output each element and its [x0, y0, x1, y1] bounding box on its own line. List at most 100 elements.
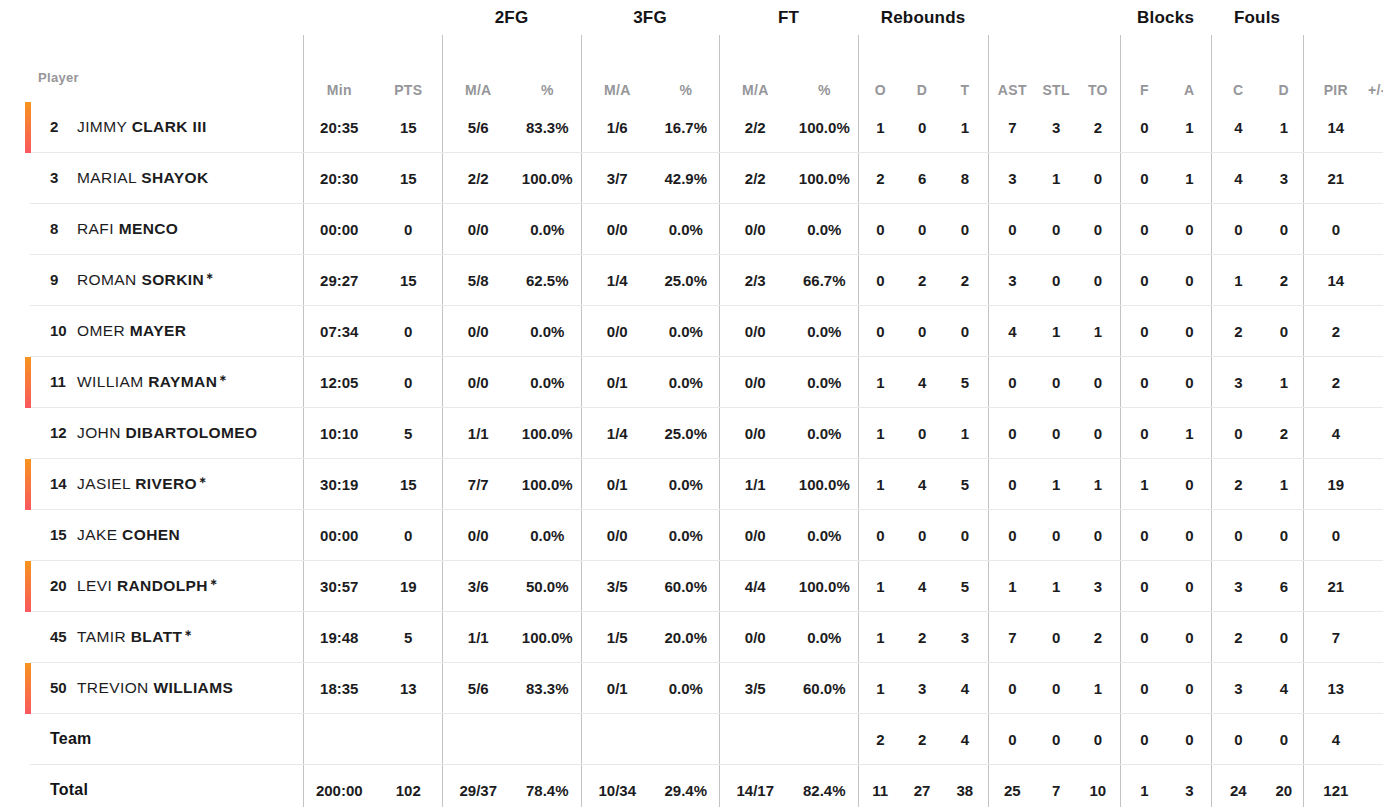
stat-foul-d: 0: [1265, 204, 1303, 255]
stat-fg2-pct: 62.5%: [514, 255, 581, 306]
stat-stl: 3: [1036, 102, 1076, 153]
stat-foul-c: 0: [1211, 204, 1265, 255]
stat-fg3-pct: 16.7%: [653, 102, 719, 153]
stat-min: 20:35: [303, 102, 375, 153]
stat-blk-a: 1: [1168, 102, 1211, 153]
stat-blk-f: 0: [1120, 612, 1168, 663]
player-number: 10: [50, 322, 77, 339]
stat-reb-d: 0: [902, 408, 942, 459]
stat-pts: 13: [375, 663, 442, 714]
stat-min: 10:10: [303, 408, 375, 459]
stat-stl: 0: [1036, 510, 1076, 561]
stat-stl: 0: [1036, 663, 1076, 714]
col-header-reb-o: O: [858, 35, 902, 102]
stat-to: 0: [1076, 255, 1120, 306]
stat-fg2-pct: 83.3%: [514, 102, 581, 153]
player-row[interactable]: 14JASIEL RIVERO∗30:19157/7100.0%0/10.0%1…: [0, 459, 1383, 510]
stat-fg2-ma: 3/6: [442, 561, 514, 612]
stat-fg2-ma: 2/2: [442, 153, 514, 204]
stat-to: 0: [1076, 153, 1120, 204]
stat-fg3-pct: 20.0%: [653, 612, 719, 663]
stat-reb-t: 1: [942, 102, 988, 153]
stat-foul-c: 0: [1211, 714, 1265, 765]
player-number: 2: [50, 118, 77, 135]
stat-fg3-pct: 42.9%: [653, 153, 719, 204]
player-cell: 2JIMMY CLARK III: [0, 102, 303, 153]
stat-foul-c: 0: [1211, 408, 1265, 459]
stat-ast: 0: [988, 459, 1036, 510]
player-row[interactable]: 45TAMIR BLATT∗19:4851/1100.0%1/520.0%0/0…: [0, 612, 1383, 663]
stat-min: [303, 714, 375, 765]
stat-pm: [1368, 102, 1383, 153]
stat-reb-o: 0: [858, 510, 902, 561]
player-row[interactable]: 8RAFI MENCO00:0000/00.0%0/00.0%0/00.0%00…: [0, 204, 1383, 255]
stat-foul-d: 1: [1265, 102, 1303, 153]
player-cell: Team: [0, 714, 303, 765]
stat-pts: 5: [375, 408, 442, 459]
player-last-name: RIVERO: [135, 475, 197, 492]
player-number: 3: [50, 169, 77, 186]
stat-to: 0: [1076, 510, 1120, 561]
stat-pm: [1368, 357, 1383, 408]
player-row[interactable]: 10OMER MAYER07:3400/00.0%0/00.0%0/00.0%0…: [0, 306, 1383, 357]
stat-fg3-ma: 1/4: [581, 408, 653, 459]
stat-reb-t: 0: [942, 510, 988, 561]
stat-fg3-pct: 25.0%: [653, 408, 719, 459]
stat-to: 2: [1076, 102, 1120, 153]
stat-reb-o: 0: [858, 306, 902, 357]
stat-to: 0: [1076, 714, 1120, 765]
stat-fg3-ma: 0/0: [581, 306, 653, 357]
player-row[interactable]: 11WILLIAM RAYMAN∗12:0500/00.0%0/10.0%0/0…: [0, 357, 1383, 408]
stat-ast: 0: [988, 357, 1036, 408]
player-row[interactable]: 3MARIAL SHAYOK20:30152/2100.0%3/742.9%2/…: [0, 153, 1383, 204]
stat-reb-t: 0: [942, 306, 988, 357]
stat-ast: 25: [988, 765, 1036, 807]
stat-fg2-ma: 7/7: [442, 459, 514, 510]
starter-indicator-bar: [25, 561, 31, 612]
player-last-name: CLARK III: [132, 118, 207, 135]
stat-reb-d: 4: [902, 357, 942, 408]
stat-ft-pct: [791, 714, 858, 765]
stat-fg2-ma: 5/8: [442, 255, 514, 306]
player-row[interactable]: 12JOHN DIBARTOLOMEO10:1051/1100.0%1/425.…: [0, 408, 1383, 459]
player-first-name: JOHN: [77, 424, 126, 441]
stat-ft-pct: 0.0%: [791, 357, 858, 408]
stat-foul-c: 3: [1211, 357, 1265, 408]
stat-fg3-ma: 0/1: [581, 357, 653, 408]
box-score-table: 2FG 3FG FT Rebounds Blocks Fouls Player …: [0, 0, 1383, 807]
stat-reb-d: 0: [902, 510, 942, 561]
stat-fg3-ma: 1/4: [581, 255, 653, 306]
stat-blk-a: 0: [1168, 357, 1211, 408]
stat-ast: 4: [988, 306, 1036, 357]
stat-reb-o: 2: [858, 153, 902, 204]
stat-min: 20:30: [303, 153, 375, 204]
stat-fg3-ma: 0/0: [581, 510, 653, 561]
player-row[interactable]: 20LEVI RANDOLPH∗30:57193/650.0%3/560.0%4…: [0, 561, 1383, 612]
player-row[interactable]: 50TREVION WILLIAMS18:35135/683.3%0/10.0%…: [0, 663, 1383, 714]
group-header-ft: FT: [719, 0, 858, 35]
stat-ft-ma: 2/3: [719, 255, 791, 306]
col-header-2fg-ma: M/A: [442, 35, 514, 102]
player-row[interactable]: 2JIMMY CLARK III20:35155/683.3%1/616.7%2…: [0, 102, 1383, 153]
total-row: Total200:0010229/3778.4%10/3429.4%14/178…: [0, 765, 1383, 807]
player-last-name: SORKIN: [141, 271, 204, 288]
stat-pir: 21: [1303, 153, 1368, 204]
player-column-header: Player: [0, 35, 303, 102]
stat-min: 19:48: [303, 612, 375, 663]
column-header-row: Player Min PTS M/A % M/A % M/A % O D T A…: [0, 35, 1383, 102]
player-row[interactable]: 9ROMAN SORKIN∗29:27155/862.5%1/425.0%2/3…: [0, 255, 1383, 306]
stat-ft-ma: 3/5: [719, 663, 791, 714]
stat-fg2-pct: 0.0%: [514, 357, 581, 408]
stat-fg2-ma: 29/37: [442, 765, 514, 807]
stat-reb-d: 2: [902, 612, 942, 663]
player-first-name: JASIEL: [77, 475, 135, 492]
player-row[interactable]: 15JAKE COHEN00:0000/00.0%0/00.0%0/00.0%0…: [0, 510, 1383, 561]
stat-reb-o: 2: [858, 714, 902, 765]
stat-ft-ma: 0/0: [719, 612, 791, 663]
player-cell: 12JOHN DIBARTOLOMEO: [0, 408, 303, 459]
stat-fg3-pct: 0.0%: [653, 306, 719, 357]
stat-fg3-ma: 1/5: [581, 612, 653, 663]
stat-ft-pct: 100.0%: [791, 153, 858, 204]
stat-foul-c: 2: [1211, 306, 1265, 357]
stat-fg3-ma: [581, 714, 653, 765]
